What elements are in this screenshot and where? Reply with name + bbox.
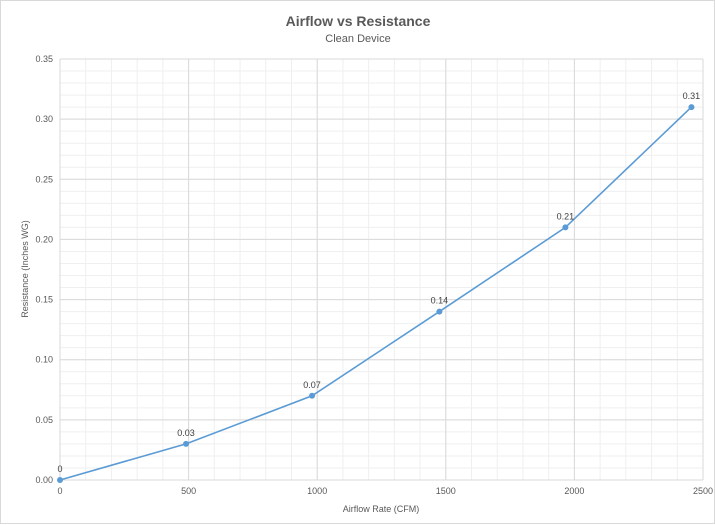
series-line [59, 106, 692, 481]
data-label: 0.03 [177, 428, 195, 438]
y-tick-label: 0.00 [35, 475, 53, 485]
chart-title: Airflow vs Resistance [286, 13, 431, 29]
data-label: 0.07 [303, 380, 321, 390]
data-label: 0 [57, 464, 62, 474]
x-tick-label: 500 [181, 486, 196, 496]
y-tick-label: 0.20 [35, 234, 53, 244]
x-axis-ticks: 0 500 1000 1500 2000 2500 [57, 486, 713, 496]
series-group: 0 0.03 0.07 0.14 0.21 0.31 [57, 91, 700, 483]
y-tick-label: 0.10 [35, 355, 53, 365]
x-tick-label: 2000 [564, 486, 584, 496]
x-tick-label: 0 [57, 486, 62, 496]
major-grid [59, 58, 704, 481]
y-tick-label: 0.35 [35, 54, 53, 64]
data-label: 0.31 [683, 91, 701, 101]
data-point [436, 308, 443, 315]
data-label: 0.21 [557, 211, 575, 221]
x-tick-label: 2500 [693, 486, 713, 496]
data-point [183, 440, 190, 447]
y-tick-label: 0.25 [35, 174, 53, 184]
y-tick-label: 0.15 [35, 295, 53, 305]
x-tick-label: 1500 [436, 486, 456, 496]
minor-grid [59, 58, 704, 481]
y-axis-label: Resistance (Inches WG) [20, 220, 30, 318]
y-tick-label: 0.05 [35, 415, 53, 425]
x-tick-label: 1000 [307, 486, 327, 496]
data-point [309, 392, 316, 399]
data-point [57, 477, 63, 483]
y-tick-label: 0.30 [35, 114, 53, 124]
x-axis-label: Airflow Rate (CFM) [343, 504, 420, 514]
data-point [688, 104, 695, 111]
data-point [562, 224, 569, 231]
y-axis-ticks: 0.00 0.05 0.10 0.15 0.20 0.25 0.30 0.35 [35, 54, 53, 485]
chart-subtitle: Clean Device [325, 33, 390, 45]
data-label: 0.14 [431, 296, 449, 306]
